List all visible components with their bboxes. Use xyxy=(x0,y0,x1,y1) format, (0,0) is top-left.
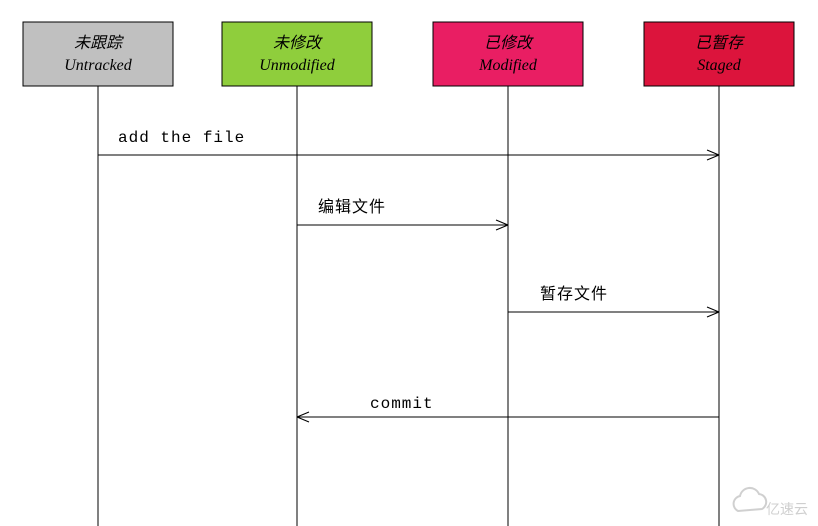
message-label: 编辑文件 xyxy=(318,198,386,217)
message-0: add the file xyxy=(98,129,719,160)
watermark-text: 亿速云 xyxy=(766,501,808,517)
participant-modified: 已修改 Modified xyxy=(433,22,583,86)
participant-label-en: Staged xyxy=(697,57,742,74)
message-1: 编辑文件 xyxy=(297,198,508,230)
participant-unmodified: 未修改 Unmodified xyxy=(222,22,372,86)
participant-label-cn: 已暂存 xyxy=(695,34,745,52)
participant-label-en: Unmodified xyxy=(259,57,336,74)
watermark: 亿速云 xyxy=(734,488,808,517)
message-2: 暂存文件 xyxy=(508,285,719,317)
participant-label-en: Modified xyxy=(478,57,538,74)
sequence-diagram: 未跟踪 Untracked 未修改 Unmodified 已修改 Modified 已暂存 S… xyxy=(0,0,818,526)
participant-label-cn: 已修改 xyxy=(484,34,534,52)
participant-label-en: Untracked xyxy=(64,57,133,74)
participant-staged: 已暂存 Staged xyxy=(644,22,794,86)
participant-label-cn: 未跟踪 xyxy=(74,34,124,52)
message-label: commit xyxy=(370,395,434,413)
cloud-icon xyxy=(734,488,767,511)
participant-label-cn: 未修改 xyxy=(273,34,323,52)
message-label: add the file xyxy=(118,129,245,147)
message-label: 暂存文件 xyxy=(540,285,608,304)
participant-untracked: 未跟踪 Untracked xyxy=(23,22,173,86)
